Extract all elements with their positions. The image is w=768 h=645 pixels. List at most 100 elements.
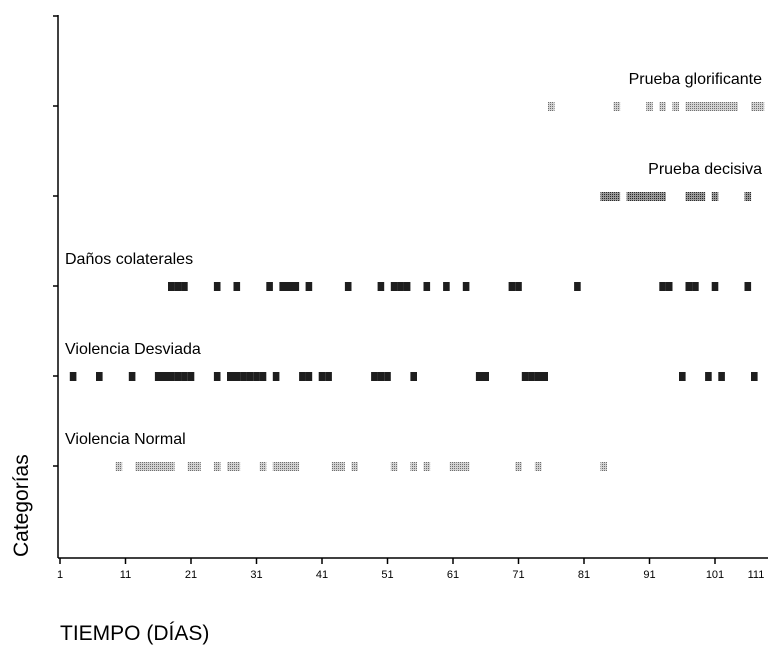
event-mark bbox=[482, 372, 489, 381]
event-mark bbox=[692, 102, 699, 111]
event-mark bbox=[390, 282, 398, 291]
event-mark bbox=[606, 192, 614, 201]
event-mark bbox=[161, 462, 169, 471]
event-mark bbox=[449, 462, 457, 471]
event-mark bbox=[233, 462, 241, 471]
x-tick-label: 111 bbox=[748, 569, 765, 581]
event-mark bbox=[384, 372, 391, 381]
x-tick-label: 101 bbox=[706, 569, 724, 581]
event-mark bbox=[174, 372, 182, 381]
event-mark bbox=[705, 102, 712, 111]
event-mark bbox=[272, 462, 280, 471]
event-mark bbox=[692, 192, 699, 201]
event-mark bbox=[698, 192, 706, 201]
event-mark bbox=[279, 282, 286, 291]
event-mark bbox=[292, 462, 300, 471]
category-label: Violencia Desviada bbox=[65, 341, 201, 358]
series-3 bbox=[600, 192, 752, 201]
event-mark bbox=[443, 282, 450, 291]
event-mark bbox=[528, 372, 535, 381]
event-mark bbox=[534, 462, 542, 471]
event-mark bbox=[154, 372, 162, 381]
event-mark bbox=[541, 372, 548, 381]
event-mark bbox=[574, 282, 581, 291]
event-mark bbox=[757, 102, 765, 111]
event-mark bbox=[711, 102, 719, 111]
event-mark bbox=[154, 462, 162, 471]
event-mark bbox=[227, 462, 234, 471]
event-marks bbox=[69, 102, 765, 471]
event-mark bbox=[115, 462, 123, 471]
event-mark bbox=[534, 372, 542, 381]
event-mark bbox=[410, 372, 417, 381]
category-label: Violencia Normal bbox=[65, 431, 186, 448]
event-mark bbox=[285, 462, 293, 471]
event-mark bbox=[397, 282, 404, 291]
event-mark bbox=[633, 192, 640, 201]
event-mark bbox=[69, 372, 77, 381]
event-mark bbox=[128, 372, 136, 381]
event-mark bbox=[423, 282, 431, 291]
x-tick-label: 41 bbox=[316, 569, 328, 581]
event-mark bbox=[194, 462, 201, 471]
event-mark bbox=[659, 282, 666, 291]
event-mark bbox=[259, 462, 267, 471]
series-1 bbox=[69, 372, 758, 381]
event-mark bbox=[285, 282, 293, 291]
event-mark bbox=[279, 462, 286, 471]
event-mark bbox=[187, 462, 195, 471]
x-tick-label: 81 bbox=[578, 569, 590, 581]
event-mark bbox=[213, 282, 221, 291]
event-mark bbox=[751, 372, 758, 381]
event-mark bbox=[679, 372, 686, 381]
event-mark bbox=[351, 462, 358, 471]
series-0 bbox=[115, 462, 607, 471]
x-tick-label: 31 bbox=[250, 569, 262, 581]
event-mark bbox=[161, 372, 169, 381]
event-mark bbox=[600, 462, 607, 471]
event-mark bbox=[259, 372, 267, 381]
x-tick-label: 1 bbox=[57, 569, 63, 581]
event-mark bbox=[646, 192, 653, 201]
event-mark bbox=[187, 372, 195, 381]
x-tick-label: 21 bbox=[185, 569, 197, 581]
event-mark bbox=[711, 282, 719, 291]
event-mark bbox=[344, 282, 352, 291]
event-mark bbox=[377, 372, 385, 381]
y-ticks bbox=[53, 15, 58, 467]
event-mark bbox=[423, 462, 431, 471]
x-axis-title: TIEMPO (DÍAS) bbox=[60, 622, 209, 645]
series-2 bbox=[168, 282, 752, 291]
event-mark bbox=[711, 192, 719, 201]
event-mark bbox=[141, 462, 149, 471]
event-mark bbox=[213, 462, 221, 471]
x-tick-label: 71 bbox=[512, 569, 524, 581]
event-mark bbox=[338, 462, 345, 471]
event-mark bbox=[665, 282, 673, 291]
event-mark bbox=[96, 372, 103, 381]
event-mark bbox=[515, 282, 522, 291]
category-label: Daños colaterales bbox=[65, 251, 193, 268]
event-mark bbox=[403, 282, 411, 291]
event-mark bbox=[331, 462, 339, 471]
x-tick-label: 61 bbox=[447, 569, 459, 581]
event-mark bbox=[731, 102, 738, 111]
event-mark bbox=[698, 102, 706, 111]
event-mark bbox=[508, 282, 516, 291]
event-mark bbox=[227, 372, 234, 381]
event-mark bbox=[462, 282, 470, 291]
event-mark bbox=[685, 192, 693, 201]
event-mark bbox=[718, 102, 725, 111]
x-tick-label: 91 bbox=[643, 569, 655, 581]
event-mark bbox=[718, 372, 725, 381]
category-labels: Violencia Normal Violencia Desviada Daños … bbox=[65, 71, 762, 448]
x-tick-label: 51 bbox=[381, 569, 393, 581]
event-mark bbox=[266, 282, 273, 291]
event-mark bbox=[692, 282, 699, 291]
event-mark bbox=[371, 372, 378, 381]
event-mark bbox=[475, 372, 483, 381]
event-mark bbox=[325, 372, 332, 381]
event-mark bbox=[600, 192, 607, 201]
event-mark bbox=[181, 372, 188, 381]
event-mark bbox=[456, 462, 463, 471]
